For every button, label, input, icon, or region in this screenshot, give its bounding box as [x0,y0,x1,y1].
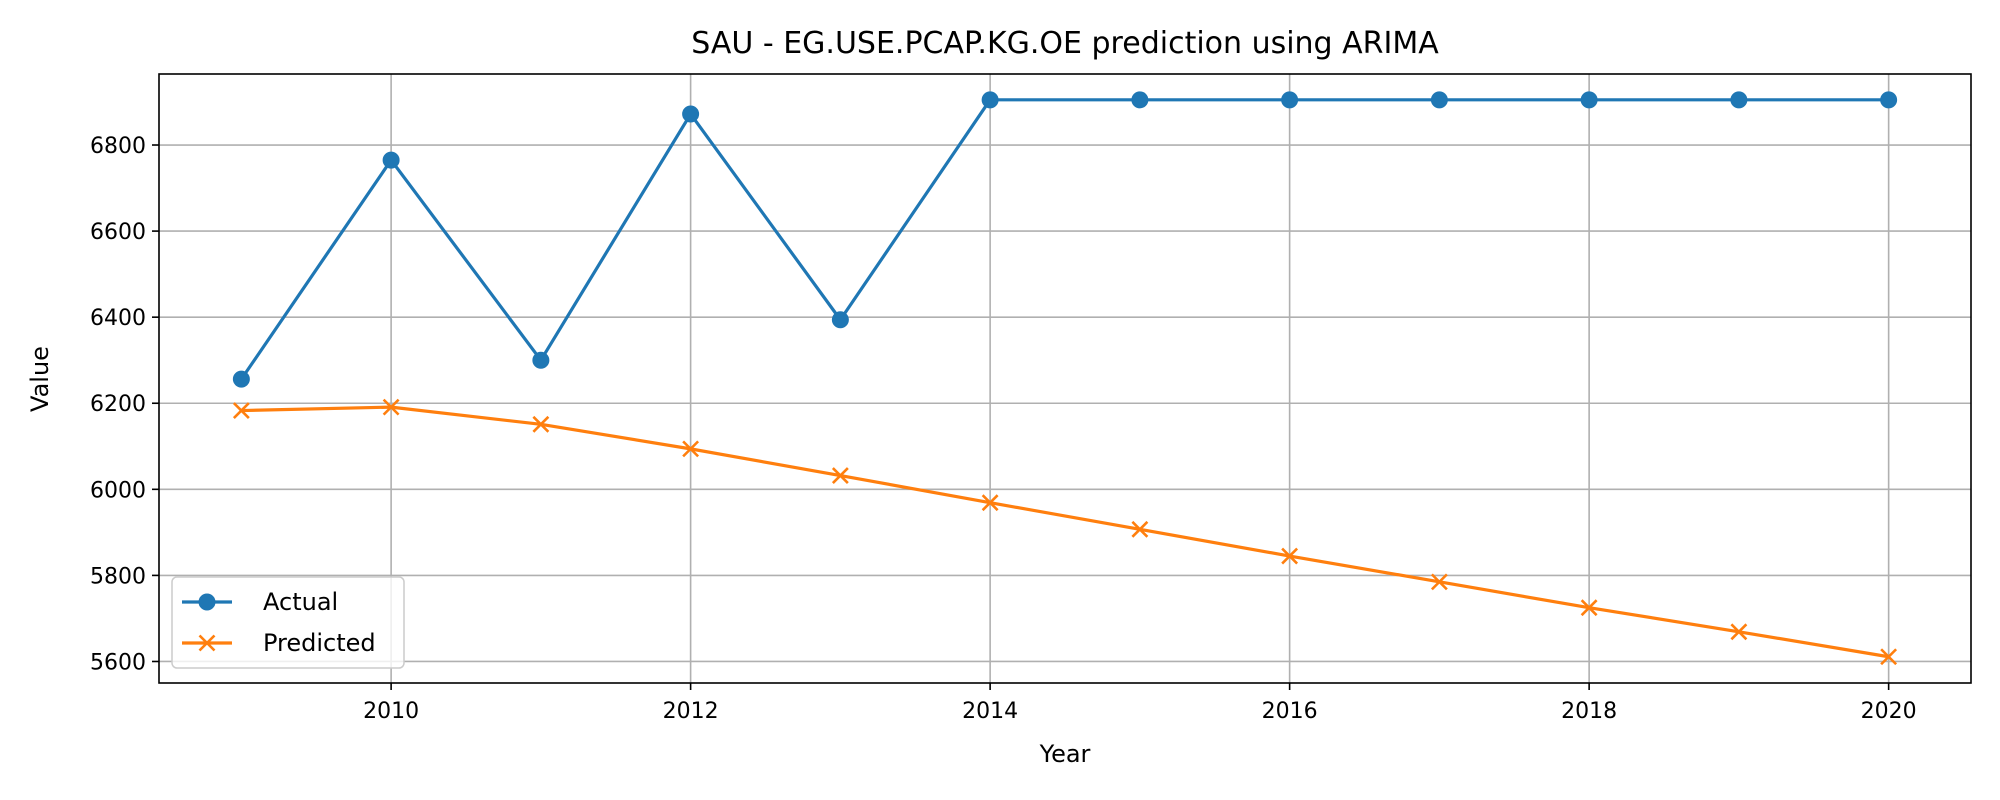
data-point [682,440,700,458]
x-tick-label: 2018 [1561,699,1617,724]
grid [159,74,1971,683]
data-point [532,415,550,433]
legend-marker [198,634,216,652]
ticks: 2010 2012 2014 2016 2018 2020 5600 5800 6000 6200… [90,134,1917,724]
x-tick-label: 2014 [962,699,1018,724]
data-point [1131,91,1149,109]
y-tick-label: 6400 [90,306,146,331]
y-tick-label: 6600 [90,220,146,245]
data-point [1730,91,1748,109]
y-tick-label: 6000 [90,478,146,503]
series-actual [232,91,1898,388]
legend-entry: Actual [182,588,338,616]
data-point [1730,623,1748,641]
data-point [1131,520,1149,538]
data-point [981,91,999,109]
data-point [831,311,849,329]
data-point [831,467,849,484]
data-point [532,351,550,369]
x-axis-label: Year [1039,740,1091,768]
series-predicted [232,398,1898,666]
plot-frame [158,73,1972,684]
series-line [240,98,1889,381]
data-point [232,370,250,388]
x-tick-label: 2010 [363,699,419,724]
data-point [1880,648,1898,666]
y-tick-label: 6800 [90,134,146,159]
data-point [1281,547,1299,565]
legend-label: Predicted [263,629,376,657]
data-point [1430,573,1448,591]
data-point [382,151,400,169]
chart-title: SAU - EG.USE.PCAP.KG.OE prediction using… [691,26,1439,61]
y-tick-label: 5800 [90,564,146,589]
legend-label: Actual [263,588,338,616]
data-point [981,494,999,512]
x-tick-label: 2020 [1861,699,1917,724]
data-point [682,105,700,123]
y-tick-label: 6200 [90,392,146,417]
x-tick-label: 2016 [1262,699,1318,724]
series-line [241,405,1889,659]
y-tick-label: 5600 [90,650,146,675]
data-point [1430,91,1448,109]
series [232,91,1898,666]
legend-marker [198,593,216,611]
y-axis-label: Value [26,346,54,412]
legend-entry: Predicted [182,629,376,657]
data-point [1281,91,1299,109]
data-point [232,402,250,419]
legend-box [171,576,405,669]
legend: Actual Predicted [171,576,405,669]
x-tick-label: 2012 [663,699,719,724]
data-point [1580,91,1598,109]
data-point [382,398,400,416]
data-point [1580,599,1598,617]
data-point [1880,91,1898,109]
